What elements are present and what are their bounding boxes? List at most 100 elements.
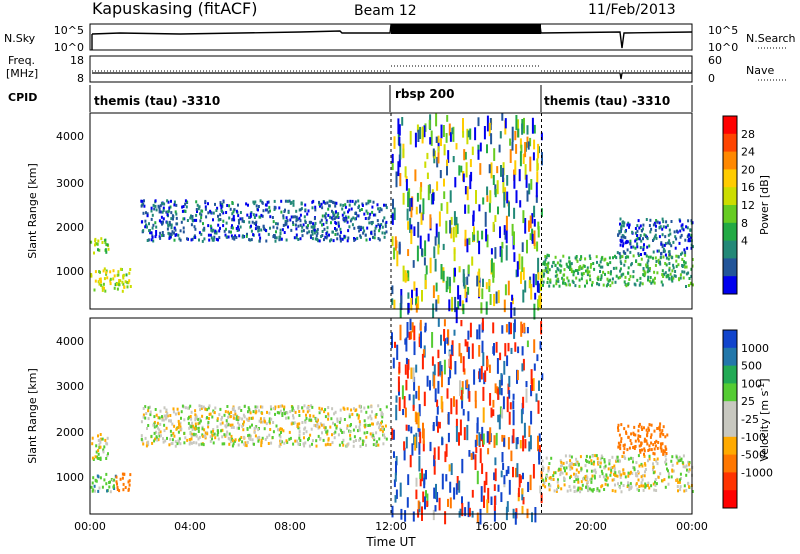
data-cell [646, 442, 649, 446]
data-cell [501, 407, 504, 419]
data-cell [498, 144, 501, 153]
data-cell [647, 275, 650, 279]
data-cell [632, 270, 635, 274]
data-cell [174, 412, 177, 416]
data-cell [323, 227, 326, 231]
data-cell [201, 427, 204, 431]
colorbar-swatch [723, 436, 737, 456]
beam-title: Beam 12 [354, 3, 417, 19]
data-cell [639, 246, 642, 250]
data-cell [200, 404, 203, 408]
data-cell [337, 221, 340, 225]
data-cell [106, 489, 109, 493]
data-cell [549, 484, 552, 488]
data-cell [292, 421, 295, 425]
data-cell [183, 441, 186, 445]
data-cell [531, 213, 534, 224]
data-cell [571, 466, 574, 470]
data-cell [441, 371, 443, 388]
data-cell [313, 231, 316, 235]
data-cell [488, 202, 491, 213]
data-cell [503, 225, 506, 235]
data-cell [565, 461, 568, 465]
data-cell [421, 248, 423, 256]
data-cell [637, 488, 640, 492]
data-cell [652, 482, 655, 486]
data-cell [163, 414, 166, 418]
data-cell [101, 485, 104, 489]
noise-right-label: N.Search [746, 32, 796, 45]
data-cell [358, 226, 361, 230]
data-cell [250, 229, 253, 233]
data-cell [281, 414, 284, 417]
data-cell [235, 209, 238, 213]
data-cell [455, 418, 458, 428]
data-cell [524, 218, 527, 234]
data-cell [451, 127, 454, 135]
data-cell [419, 472, 422, 479]
data-cell [594, 454, 597, 458]
data-cell [646, 264, 649, 268]
data-cell [261, 200, 264, 204]
data-cell [220, 417, 223, 421]
data-cell [283, 231, 286, 234]
data-cell [517, 492, 520, 502]
data-cell [205, 215, 208, 219]
data-cell [454, 267, 456, 277]
data-cell [366, 226, 369, 230]
data-cell [168, 443, 171, 447]
data-cell [576, 269, 579, 273]
data-cell [686, 226, 689, 230]
data-cell [440, 264, 443, 280]
data-cell [581, 273, 584, 277]
data-cell [648, 457, 651, 461]
data-cell [679, 459, 682, 462]
data-cell [467, 411, 470, 422]
data-cell [468, 507, 471, 517]
data-cell [216, 433, 219, 437]
data-cell [638, 226, 641, 230]
data-cell [566, 489, 569, 493]
data-cell [636, 229, 639, 233]
data-cell [479, 508, 482, 525]
data-cell [433, 447, 436, 460]
data-cell [327, 207, 330, 211]
data-cell [656, 446, 659, 450]
data-cell [668, 228, 671, 232]
data-cell [547, 254, 550, 258]
data-cell [399, 143, 402, 160]
data-cell [158, 219, 161, 223]
data-cell [141, 199, 144, 203]
velocity-data-layer [90, 318, 694, 525]
data-cell [97, 449, 100, 453]
data-cell [679, 485, 682, 489]
data-cell [683, 263, 686, 267]
data-cell [668, 253, 671, 257]
data-cell [166, 436, 168, 440]
data-cell [295, 219, 298, 223]
data-cell [556, 488, 558, 492]
data-cell [486, 144, 488, 154]
data-cell [569, 459, 572, 463]
data-cell [334, 430, 337, 434]
data-cell [575, 468, 578, 472]
data-cell [251, 220, 254, 224]
data-cell [664, 445, 667, 449]
power-colorbar-label: Power [dB] [758, 175, 771, 235]
data-cell [665, 256, 668, 260]
data-cell [672, 263, 675, 267]
data-cell [238, 426, 240, 430]
data-cell [324, 428, 327, 432]
data-cell [550, 477, 553, 481]
data-cell [160, 215, 163, 219]
data-cell [189, 216, 192, 220]
data-cell [299, 223, 302, 227]
data-cell [575, 457, 578, 461]
data-cell [412, 367, 415, 383]
data-cell [102, 282, 105, 286]
data-cell [335, 426, 338, 430]
data-cell [606, 483, 609, 487]
data-cell [335, 210, 337, 214]
data-cell [599, 461, 602, 465]
data-cell [630, 485, 633, 489]
